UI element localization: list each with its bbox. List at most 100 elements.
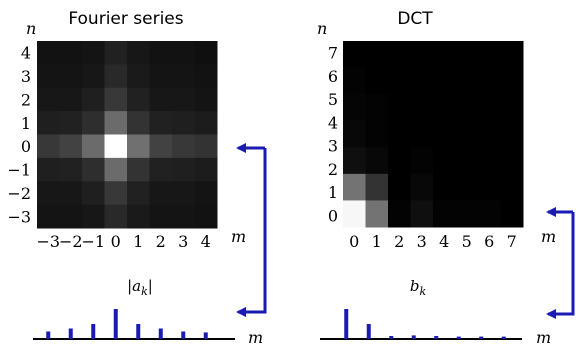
right-coeff-stem: [501, 336, 506, 339]
left-heatmap-cell: [82, 64, 105, 89]
left-heatmap-cell: [37, 87, 60, 112]
left-heatmap-cell: [149, 64, 173, 89]
left-heatmap-cell: [59, 181, 83, 206]
left-heatmap-cell: [37, 181, 60, 206]
right-heatmap-cell: [343, 200, 366, 228]
left-heatmap-cell: [82, 111, 105, 136]
right-heatmap-cell: [388, 173, 411, 201]
right-heatmap-cell: [478, 67, 501, 95]
left-heatmap-cell: [149, 204, 173, 229]
left-heatmap-cell: [194, 41, 218, 65]
left-heatmap-cell: [37, 134, 60, 159]
left-heatmap-cell: [82, 87, 105, 112]
right-heatmap-cell: [365, 120, 389, 148]
left-n-tick-label: 1: [21, 114, 31, 133]
left-heatmap-cell: [172, 64, 195, 89]
right-title: DCT: [397, 9, 433, 29]
left-heatmap-cell: [59, 64, 83, 89]
left-heatmap-cell: [194, 64, 218, 89]
left-n-tick-label: 4: [21, 44, 31, 63]
left-heatmap-cell: [172, 41, 195, 65]
left-m-tick-label: 3: [178, 232, 188, 251]
left-title: Fourier series: [68, 9, 183, 29]
left-n-tick-label: 3: [21, 67, 31, 86]
right-heatmap-cell: [410, 147, 434, 175]
right-heatmap-cell: [343, 41, 366, 69]
left-n-tick-label: 0: [21, 137, 31, 156]
right-heatmap-cell: [455, 94, 479, 122]
right-coeff-stem: [389, 336, 394, 339]
left-heatmap-cell: [59, 111, 83, 136]
right-heatmap-cell: [478, 120, 501, 148]
right-m-tick-label: 2: [394, 232, 404, 251]
right-heatmap-cell: [343, 67, 366, 95]
left-heatmap-cell: [82, 41, 105, 65]
left-heatmap-cell: [127, 41, 150, 65]
right-heatmap-cell: [343, 147, 366, 175]
right-heatmap-cell: [455, 173, 479, 201]
left-heatmap-cell: [37, 64, 60, 89]
left-heatmap-cell: [149, 181, 173, 206]
right-heatmap-cell: [433, 173, 456, 201]
right-coeff-label: bk: [410, 277, 427, 298]
right-m-tick-label: 0: [349, 232, 359, 251]
right-heatmap-cell: [500, 147, 524, 175]
right-heatmap-cell: [500, 200, 524, 228]
right-heatmap-cell: [388, 147, 411, 175]
left-coeff-m-label: m: [248, 328, 263, 346]
right-heatmap-cell: [365, 94, 389, 122]
left-heatmap-cell: [172, 111, 195, 136]
right-heatmap-cell: [388, 41, 411, 69]
right-heatmap-cell: [388, 120, 411, 148]
right-heatmap-cell: [500, 67, 524, 95]
left-heatmap-cell: [37, 157, 60, 182]
right-heatmap-cell: [500, 94, 524, 122]
left-heatmap-cell: [172, 157, 195, 182]
left-heatmap-cell: [104, 87, 128, 112]
right-n-tick-label: 3: [328, 137, 338, 156]
right-n-tick-label: 4: [328, 113, 338, 132]
left-n-tick-label: −3: [7, 207, 31, 226]
right-heatmap-cell: [455, 67, 479, 95]
right-heatmap-cell: [500, 120, 524, 148]
left-heatmap-cell: [149, 87, 173, 112]
right-m-tick-label: 1: [372, 232, 382, 251]
left-m-tick-label: 4: [201, 232, 211, 251]
right-heatmap-cell: [365, 200, 389, 228]
right-coeff-stem: [411, 335, 416, 339]
left-heatmap-cell: [194, 87, 218, 112]
right-coeff-stem: [479, 336, 484, 339]
left-heatmap-cell: [127, 64, 150, 89]
right-heatmap-cell: [433, 147, 456, 175]
right-heatmap-cell: [433, 67, 456, 95]
right-coeff-stems: [344, 309, 506, 339]
left-coeff-stem: [181, 331, 186, 339]
right-coeff-stem: [366, 324, 371, 339]
left-heatmap-cell: [194, 181, 218, 206]
left-heatmap-cell: [104, 64, 128, 89]
left-heatmap-cell: [194, 134, 218, 159]
right-heatmap-cell: [410, 41, 434, 69]
left-heatmap-cell: [104, 181, 128, 206]
left-heatmap-cell: [172, 204, 195, 229]
left-heatmap: [37, 41, 218, 229]
left-heatmap-cell: [149, 134, 173, 159]
right-n-tick-label: 0: [328, 206, 338, 225]
left-heatmap-cell: [127, 157, 150, 182]
left-heatmap-cell: [59, 134, 83, 159]
right-m-axis-label: m: [541, 227, 556, 246]
right-heatmap-cell: [500, 173, 524, 201]
left-heatmap-cell: [127, 204, 150, 229]
right-heatmap-cell: [455, 147, 479, 175]
right-heatmap-cell: [410, 200, 434, 228]
right-n-tick-label: 6: [328, 67, 338, 86]
left-coeff-label: |ak|: [127, 277, 153, 298]
arrow-to-left-coeffs: [236, 148, 267, 317]
left-coeff-stem: [113, 309, 118, 339]
left-m-tick-label: −1: [81, 232, 105, 251]
right-heatmap-cell: [365, 147, 389, 175]
right-heatmap-cell: [433, 200, 456, 228]
left-heatmap-cell: [172, 87, 195, 112]
right-heatmap-cell: [410, 67, 434, 95]
